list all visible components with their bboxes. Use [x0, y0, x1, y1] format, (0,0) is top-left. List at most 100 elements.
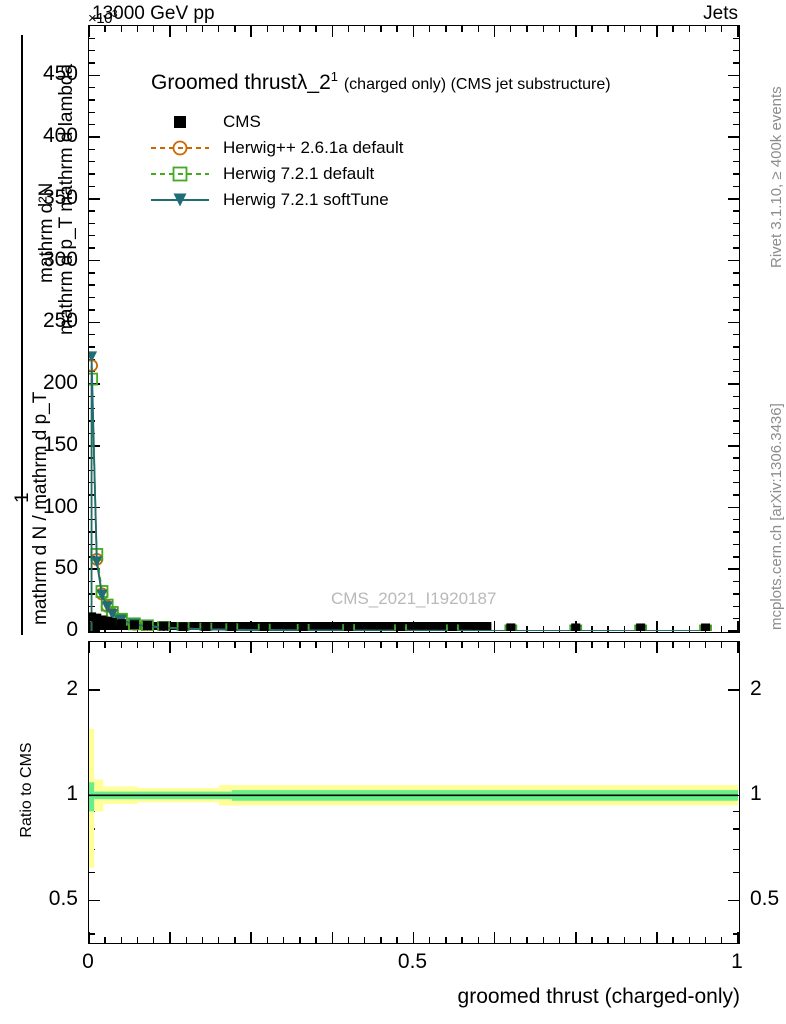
data-marker: [97, 615, 107, 625]
ratio-x-tick-minor: [591, 937, 593, 943]
analysis-category-label: Jets: [703, 3, 738, 24]
y-tick-minor: [733, 173, 739, 175]
x-tick-minor: [688, 626, 690, 632]
ratio-x-tick-minor: [136, 937, 139, 943]
ratio-y-tick-label: 1: [66, 782, 78, 806]
ratio-x-tick-minor: [720, 937, 723, 943]
ratio-y-tick-major: [728, 689, 739, 692]
y-axis-caption-denominator-right: mathrm d p_T mathrm d lambda: [56, 63, 77, 335]
data-marker: [201, 622, 211, 631]
cms-data-band: [89, 622, 492, 630]
y-tick-minor: [89, 99, 95, 101]
x-tick-top-minor: [364, 26, 366, 32]
y-axis-caption-numerator-right: mathrm d²N: [36, 182, 57, 283]
x-tick-minor: [526, 626, 528, 632]
ratio-y-tick-minor: [89, 871, 95, 874]
y-tick-major: [89, 136, 100, 138]
ratio-x-tick-top-minor: [185, 642, 187, 648]
ratio-x-tick-top-minor: [282, 642, 285, 648]
ratio-x-tick-major: [88, 932, 90, 943]
ratio-x-tick-minor: [704, 937, 707, 943]
y-tick-label: 450: [42, 62, 78, 86]
ratio-x-tick-major: [493, 932, 496, 943]
ratio-x-tick-minor: [299, 937, 301, 943]
ratio-x-tick-top-minor: [380, 642, 382, 648]
y-tick-minor: [733, 593, 739, 595]
ratio-y-tick-major: [89, 899, 100, 902]
x-tick-top-minor: [218, 26, 220, 32]
plot-title-observable-exponent: 1: [330, 69, 338, 84]
ratio-x-tick-minor: [688, 937, 690, 943]
legend-label: Herwig 7.2.1 default: [223, 164, 375, 183]
ratio-x-tick-top-minor: [591, 642, 593, 648]
ratio-y-tick-major: [89, 689, 100, 692]
ratio-x-tick-top-minor: [558, 642, 561, 648]
x-tick-top-minor: [445, 26, 447, 32]
x-axis-caption: groomed thrust (charged-only): [457, 985, 740, 1008]
ratio-x-tick-minor: [120, 937, 123, 943]
y-tick-minor: [733, 358, 739, 360]
collision-energy-label: 13000 GeV pp: [92, 3, 215, 24]
ratio-data-plot: [89, 728, 738, 868]
y-tick-minor: [733, 346, 739, 348]
legend-entry[interactable]: Herwig 7.2.1 softTune: [151, 187, 404, 213]
ratio-x-tick-major: [331, 932, 334, 943]
y-tick-major: [728, 506, 739, 509]
x-tick-top-major: [574, 26, 577, 37]
ratio-x-tick-minor: [364, 937, 366, 943]
y-tick-minor: [733, 605, 739, 607]
x-tick-top-minor: [266, 26, 269, 32]
y-tick-minor: [733, 235, 739, 237]
y-tick-minor: [89, 62, 95, 64]
y-tick-minor: [733, 296, 739, 299]
y-axis-caption: mathrm d N / mathrm d p_T 1 mathrm d p_T…: [0, 25, 84, 635]
x-tick-minor: [672, 626, 674, 632]
data-marker: [506, 623, 516, 631]
ratio-x-tick-top-major: [88, 642, 90, 653]
y-tick-minor: [89, 309, 95, 311]
y-tick-major: [728, 74, 739, 77]
x-tick-top-minor: [720, 26, 723, 32]
x-tick-top-minor: [704, 26, 707, 32]
legend-entry[interactable]: Herwig++ 2.6.1a default: [151, 135, 404, 161]
ratio-x-tick-top-minor: [607, 642, 609, 648]
ratio-x-tick-major: [737, 932, 739, 943]
ratio-x-tick-minor: [218, 937, 220, 943]
y-tick-major: [728, 259, 739, 262]
x-tick-top-minor: [558, 26, 561, 32]
y-tick-minor: [89, 222, 95, 225]
x-tick-top-minor: [380, 26, 382, 32]
x-tick-top-minor: [526, 26, 528, 32]
ratio-y-tick-minor: [733, 848, 739, 850]
x-tick-major: [493, 621, 496, 632]
x-tick-minor: [558, 626, 561, 632]
y-tick-minor: [733, 617, 739, 620]
ratio-x-tick-minor: [526, 937, 528, 943]
y-tick-minor: [733, 333, 739, 336]
y-tick-minor: [733, 123, 739, 126]
y-tick-minor: [89, 333, 95, 336]
ratio-x-tick-top-minor: [461, 642, 463, 648]
y-tick-major: [728, 198, 739, 200]
y-tick-label: 150: [42, 432, 78, 456]
ratio-y-tick-label: 0.5: [48, 887, 78, 911]
y-tick-label: 400: [42, 124, 78, 148]
y-tick-minor: [733, 210, 739, 212]
data-marker: [89, 351, 98, 363]
legend-label: CMS: [223, 112, 261, 131]
y-tick-major: [728, 136, 739, 138]
legend-entry[interactable]: Herwig 7.2.1 default: [151, 161, 404, 187]
ratio-x-tick-top-minor: [201, 642, 204, 648]
legend-entry[interactable]: CMS: [151, 109, 404, 135]
x-tick-top-minor: [104, 26, 106, 32]
ratio-x-tick-top-minor: [445, 642, 447, 648]
generator-info-caption: Rivet 3.1.10, ≥ 400k events: [768, 86, 785, 268]
y-tick-major: [89, 321, 100, 324]
ratio-x-tick-top-minor: [672, 642, 674, 648]
x-tick-top-major: [493, 26, 496, 37]
ratio-x-tick-minor: [510, 937, 512, 943]
ratio-x-tick-minor: [639, 937, 642, 943]
legend-label: Herwig++ 2.6.1a default: [223, 138, 404, 157]
y-tick-minor: [733, 86, 739, 89]
ratio-x-tick-top-minor: [347, 642, 350, 648]
